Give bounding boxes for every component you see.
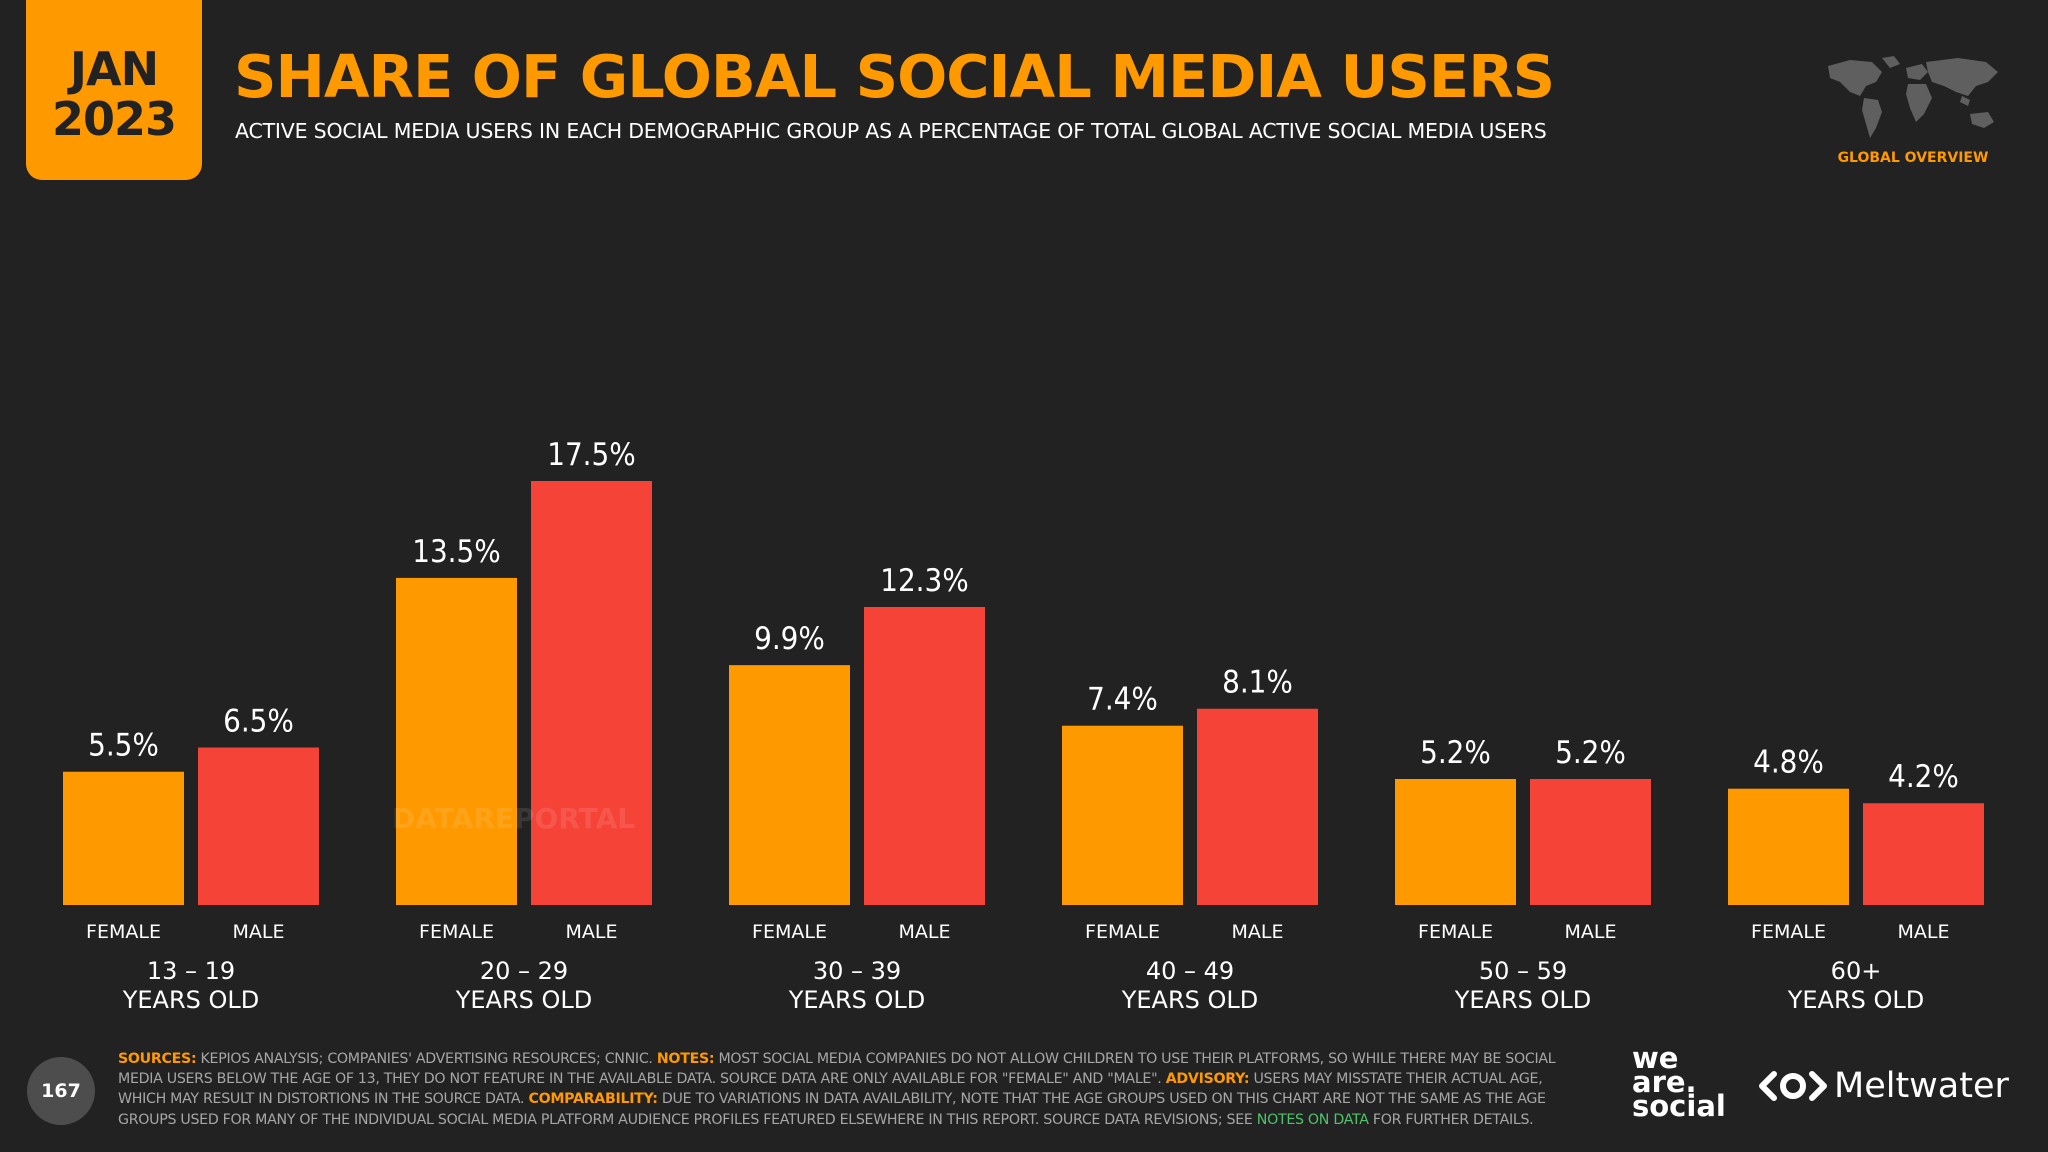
age-group-sublabel: YEARS OLD: [1454, 986, 1592, 1014]
badge-year: 2023: [51, 92, 177, 146]
datareportal-watermark: DATAREPORTAL: [392, 802, 636, 835]
we-are-social-line3: social: [1632, 1089, 1726, 1123]
age-group-label: 60+: [1831, 957, 1882, 985]
bar-value-label: 17.5%: [547, 437, 636, 473]
series-label-male: MALE: [566, 921, 618, 943]
we-are-social-line1: we: [1632, 1041, 1679, 1075]
age-group-sublabel: YEARS OLD: [455, 986, 593, 1014]
bar-value-label: 4.8%: [1753, 745, 1824, 781]
section-label: GLOBAL OVERVIEW: [1837, 150, 1989, 166]
page-title: SHARE OF GLOBAL SOCIAL MEDIA USERS: [234, 42, 1555, 111]
series-label-female: FEMALE: [1085, 921, 1160, 943]
footnote-comparability-text: DUE TO VARIATIONS IN DATA AVAILABILITY, …: [118, 1091, 1546, 1128]
date-badge: JAN 2023: [26, 0, 202, 180]
footnote-notes-text: MOST SOCIAL MEDIA COMPANIES DO NOT ALLOW…: [118, 1051, 1556, 1088]
world-map-icon: [1828, 56, 1998, 138]
badge-month: JAN: [69, 42, 159, 96]
bar-female-4: [1395, 779, 1516, 905]
series-label-female: FEMALE: [1418, 921, 1493, 943]
age-group-label: 13 – 19: [147, 957, 235, 985]
footnote: SOURCES: KEPIOS ANALYSIS; COMPANIES' ADV…: [118, 1049, 1593, 1130]
bar-value-label: 12.3%: [880, 563, 969, 599]
age-group-label: 30 – 39: [813, 957, 901, 985]
bar-female-3: [1062, 725, 1183, 905]
bar-male-1: [531, 481, 652, 905]
series-label-male: MALE: [899, 921, 951, 943]
bar-value-label: 13.5%: [412, 534, 501, 570]
we-are-social-line2: are.: [1632, 1065, 1697, 1099]
series-label-male: MALE: [233, 921, 285, 943]
series-label-female: FEMALE: [86, 921, 161, 943]
bar-value-label: 4.2%: [1888, 759, 1959, 795]
footnote-sources-text: KEPIOS ANALYSIS; COMPANIES' ADVERTISING …: [200, 1051, 653, 1067]
bar-value-label: 6.5%: [223, 704, 294, 740]
bar-female-5: [1728, 788, 1849, 905]
series-label-female: FEMALE: [1751, 921, 1826, 943]
we-are-social-logo: we are. social: [1632, 1041, 1726, 1123]
footnote-advisory-label: ADVISORY:: [1165, 1071, 1250, 1088]
meltwater-logo: Meltwater: [1758, 1066, 2009, 1106]
age-group-label: 50 – 59: [1479, 957, 1567, 985]
age-group-label: 40 – 49: [1146, 957, 1234, 985]
footnote-comparability-label: COMPARABILITY:: [528, 1091, 658, 1108]
notes-on-data-link[interactable]: NOTES ON DATA: [1256, 1111, 1369, 1128]
series-label-male: MALE: [1898, 921, 1950, 943]
series-label-female: FEMALE: [752, 921, 827, 943]
bar-value-label: 8.1%: [1222, 665, 1293, 701]
age-group-sublabel: YEARS OLD: [1121, 986, 1259, 1014]
footnote-advisory-text: USERS MAY MISSTATE THEIR ACTUAL AGE, WHI…: [118, 1071, 1543, 1108]
age-group-sublabel: YEARS OLD: [788, 986, 926, 1014]
age-group-sublabel: YEARS OLD: [1787, 986, 1925, 1014]
meltwater-mark-icon: [1759, 1071, 1827, 1101]
bar-female-1: [396, 577, 517, 905]
series-label-male: MALE: [1232, 921, 1284, 943]
page-subtitle: ACTIVE SOCIAL MEDIA USERS IN EACH DEMOGR…: [235, 119, 1547, 143]
bar-value-label: 5.2%: [1555, 735, 1626, 771]
footnote-sources-label: SOURCES:: [118, 1051, 197, 1067]
bar-female-0: [63, 771, 184, 905]
age-group-label: 20 – 29: [480, 957, 568, 985]
series-label-female: FEMALE: [419, 921, 494, 943]
bar-value-label: 5.2%: [1420, 735, 1491, 771]
page-number: 167: [27, 1057, 95, 1125]
bar-female-2: [729, 665, 850, 905]
bar-value-label: 9.9%: [754, 621, 825, 657]
bar-male-3: [1197, 708, 1318, 905]
bar-male-0: [198, 747, 319, 905]
age-group-sublabel: YEARS OLD: [122, 986, 260, 1014]
meltwater-wordmark: Meltwater: [1834, 1066, 2009, 1106]
bar-male-4: [1530, 779, 1651, 905]
series-label-male: MALE: [1565, 921, 1617, 943]
footnote-notes-label: NOTES:: [656, 1051, 715, 1067]
bar-value-label: 5.5%: [88, 728, 159, 764]
bar-value-label: 7.4%: [1087, 682, 1158, 718]
bar-male-2: [864, 606, 985, 905]
bar-male-5: [1863, 803, 1984, 905]
footnote-closing-text: FOR FURTHER DETAILS.: [1372, 1111, 1534, 1128]
